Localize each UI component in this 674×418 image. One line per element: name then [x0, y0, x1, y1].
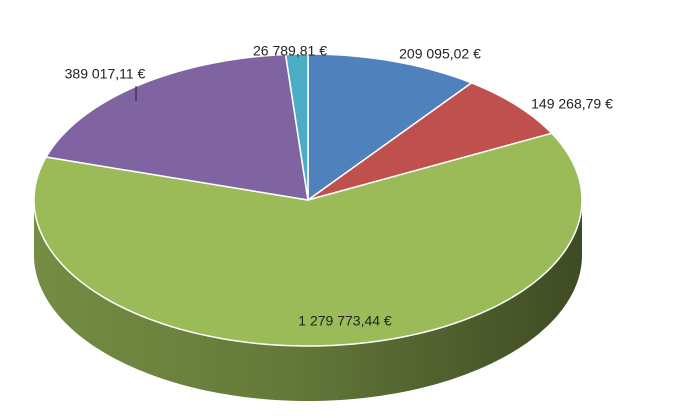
data-label: 1 279 773,44 € [298, 313, 392, 329]
data-label: 149 268,79 € [531, 96, 613, 112]
slice-side-shade [34, 200, 582, 401]
slice [284, 53, 309, 201]
data-label: 389 017,11 € [65, 66, 146, 82]
slice [33, 132, 583, 347]
slice [307, 53, 473, 201]
slice [307, 82, 553, 201]
data-label: 209 095,02 € [399, 46, 481, 62]
data-label: 26 789,81 € [253, 43, 327, 59]
